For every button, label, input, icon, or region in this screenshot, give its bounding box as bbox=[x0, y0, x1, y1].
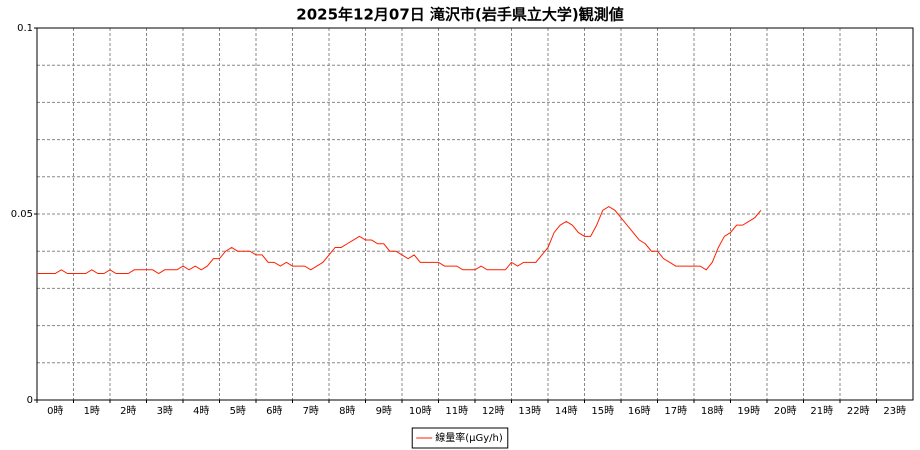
x-tick-label: 0時 bbox=[47, 405, 63, 417]
x-tick-label: 22時 bbox=[847, 405, 870, 417]
legend: 線量率(μGy/h) bbox=[411, 427, 509, 449]
chart-title: 2025年12月07日 滝沢市(岩手県立大学)観測値 bbox=[296, 6, 623, 24]
plot-frame bbox=[36, 27, 914, 401]
x-tick-label: 21時 bbox=[810, 405, 833, 417]
x-tick-label: 7時 bbox=[303, 405, 319, 417]
x-tick-label: 9時 bbox=[376, 405, 392, 417]
x-tick-label: 8時 bbox=[339, 405, 355, 417]
x-tick-label: 2時 bbox=[120, 405, 136, 417]
x-tick-label: 1時 bbox=[84, 405, 100, 417]
x-tick-label: 20時 bbox=[774, 405, 797, 417]
x-tick-label: 13時 bbox=[518, 405, 541, 417]
x-tick-label: 4時 bbox=[193, 405, 209, 417]
x-tick-label: 14時 bbox=[555, 405, 578, 417]
x-tick-label: 10時 bbox=[409, 405, 432, 417]
x-tick-label: 5時 bbox=[230, 405, 246, 417]
x-tick-label: 11時 bbox=[445, 405, 468, 417]
x-tick-label: 12時 bbox=[482, 405, 505, 417]
x-tick-label: 23時 bbox=[883, 405, 906, 417]
x-tick-label: 6時 bbox=[266, 405, 282, 417]
x-tick-label: 3時 bbox=[157, 405, 173, 417]
x-tick-label: 15時 bbox=[591, 405, 614, 417]
legend-label: 線量率(μGy/h) bbox=[435, 431, 503, 444]
x-tick-label: 16時 bbox=[628, 405, 651, 417]
x-tick-label: 19時 bbox=[737, 405, 760, 417]
data-line bbox=[37, 205, 762, 275]
x-tick-label: 17時 bbox=[664, 405, 687, 417]
legend-box bbox=[411, 427, 509, 449]
y-tick-label: 0 bbox=[27, 395, 33, 406]
y-tick-label: 0.1 bbox=[17, 23, 33, 34]
y-tick-label: 0.05 bbox=[11, 209, 33, 220]
x-tick-label: 18時 bbox=[701, 405, 724, 417]
